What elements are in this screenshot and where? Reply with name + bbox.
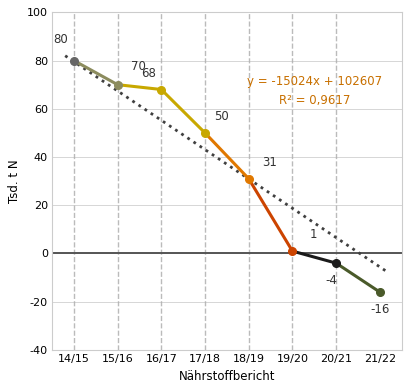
Y-axis label: Tsd. t N: Tsd. t N	[8, 159, 21, 203]
Text: 80: 80	[53, 33, 68, 46]
Text: -16: -16	[369, 303, 389, 316]
Text: 50: 50	[213, 110, 228, 123]
Text: 68: 68	[140, 67, 155, 80]
Text: y = -15024x + 102607
R² = 0,9617: y = -15024x + 102607 R² = 0,9617	[246, 75, 381, 107]
X-axis label: Nährstoffbericht: Nährstoffbericht	[178, 369, 274, 383]
Text: 1: 1	[309, 228, 317, 241]
Text: 31: 31	[261, 156, 276, 169]
Text: 70: 70	[130, 59, 145, 73]
Text: -4: -4	[325, 274, 337, 287]
